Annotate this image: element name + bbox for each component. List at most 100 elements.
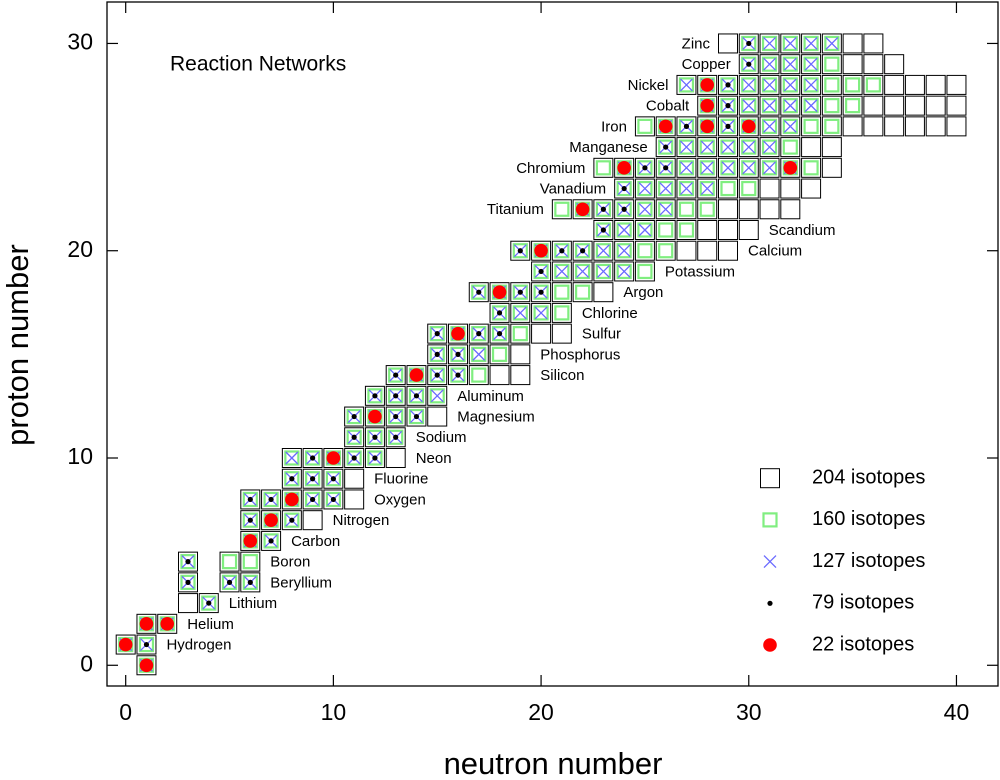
isotope-cross — [763, 99, 776, 113]
isotope-circle — [326, 451, 341, 465]
isotope-circle — [763, 638, 777, 652]
cross-stroke — [700, 161, 714, 175]
isotope-circle — [658, 119, 673, 134]
isotope-green-square — [720, 160, 736, 176]
isotope-cross — [285, 451, 299, 465]
isotope-green-square — [824, 98, 840, 114]
isotope-green-square — [554, 263, 570, 280]
isotope-square — [115, 634, 136, 655]
isotope-square — [718, 178, 738, 199]
cross-stroke — [596, 244, 610, 258]
isotope-green-square — [367, 450, 383, 466]
isotope-green-square — [284, 471, 300, 487]
element-label: Nitrogen — [333, 512, 390, 529]
cross-stroke — [721, 140, 735, 154]
isotope-square — [198, 593, 219, 614]
isotope-square — [281, 489, 302, 510]
isotope-green-square — [595, 201, 611, 217]
isotope-cross — [783, 78, 797, 92]
isotope-square — [697, 74, 718, 95]
isotope-square — [551, 199, 572, 220]
isotope-cross — [721, 140, 735, 154]
isotope-square — [614, 261, 635, 282]
isotope-square — [863, 116, 884, 137]
element-label: Lithium — [229, 595, 277, 612]
isotope-dot — [372, 455, 378, 461]
cross-stroke — [638, 223, 652, 237]
isotope-dot — [310, 496, 316, 503]
isotope-cross — [783, 57, 797, 71]
cross-stroke — [742, 161, 756, 175]
cross-stroke — [763, 119, 776, 133]
isotope-green-square — [699, 160, 715, 176]
isotope-circle — [139, 617, 154, 631]
isotope-green-square — [678, 222, 695, 238]
isotope-dot — [496, 331, 503, 337]
element-label: Beryllium — [270, 574, 332, 591]
isotope-square — [510, 344, 531, 365]
isotope-dot — [725, 123, 731, 129]
isotope-green-square — [575, 284, 591, 300]
isotope-cross — [680, 161, 693, 175]
cross-stroke — [576, 264, 590, 278]
isotope-square — [655, 240, 676, 261]
isotope-square — [634, 178, 655, 199]
isotope-square — [406, 365, 427, 386]
element-label: Helium — [187, 616, 234, 633]
cross-stroke — [804, 36, 818, 50]
legend-label: 79 isotopes — [812, 592, 914, 614]
isotope-square — [759, 137, 780, 158]
cross-stroke — [555, 264, 569, 278]
isotope-cross — [763, 140, 776, 154]
element-label: Phosphorus — [540, 346, 620, 363]
isotope-cross — [617, 223, 631, 237]
isotope-circle — [264, 513, 278, 527]
isotope-square — [240, 551, 261, 572]
isotope-square — [759, 54, 780, 75]
isotope-green-square — [346, 429, 362, 445]
element-label: Iron — [601, 118, 627, 135]
isotope-square — [281, 468, 302, 489]
isotope-cross — [617, 264, 631, 278]
legend-label: 22 isotopes — [812, 633, 914, 655]
isotope-dot — [683, 123, 690, 129]
isotope-green-square — [637, 263, 653, 280]
isotope-cross — [638, 182, 652, 196]
isotope-green-square — [367, 429, 383, 445]
isotope-square — [551, 323, 572, 344]
element-label: Chromium — [516, 160, 585, 177]
isotope-dot — [663, 165, 669, 171]
isotope-square — [738, 178, 759, 199]
element-label: Argon — [623, 284, 663, 301]
isotope-circle — [617, 161, 631, 175]
isotope-square — [385, 406, 406, 427]
isotope-square — [489, 365, 510, 386]
isotope-square — [572, 282, 593, 303]
legend-label: 204 isotopes — [812, 466, 925, 488]
isotope-square — [676, 137, 697, 158]
isotope-green-square — [637, 118, 653, 134]
isotope-square — [738, 116, 759, 137]
isotope-square — [510, 323, 531, 344]
isotope-green-square — [699, 139, 715, 155]
isotope-square — [697, 178, 718, 199]
cross-stroke — [638, 182, 652, 196]
isotope-cross — [763, 555, 777, 569]
isotope-green-square — [575, 243, 591, 259]
cross-stroke — [804, 78, 818, 92]
isotope-square — [780, 137, 801, 158]
isotope-green-square — [762, 512, 778, 528]
isotope-green-square — [512, 326, 528, 342]
element-label: Zinc — [682, 35, 711, 52]
isotope-square — [531, 323, 552, 344]
isotope-dot — [393, 372, 399, 378]
isotope-square — [281, 510, 302, 531]
cross-stroke — [783, 57, 797, 71]
isotope-green-square — [595, 243, 611, 259]
isotope-green-square — [803, 98, 819, 114]
isotope-dot — [621, 185, 627, 192]
element-label: Boron — [270, 554, 310, 571]
isotope-green-square — [284, 512, 300, 528]
isotope-square — [738, 74, 759, 95]
isotope-square — [718, 116, 738, 137]
